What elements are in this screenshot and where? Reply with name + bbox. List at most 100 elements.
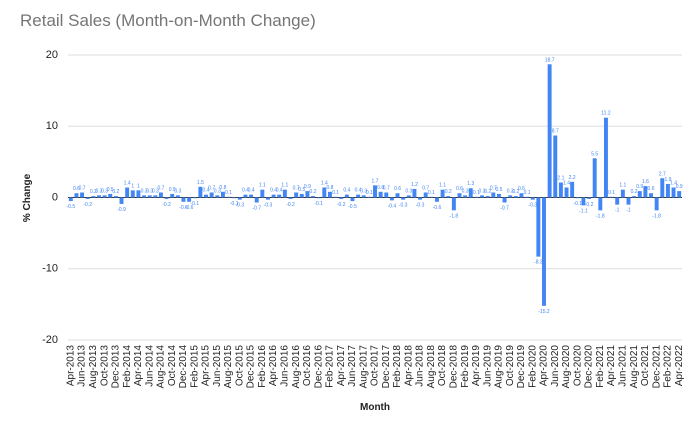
bar: [542, 197, 546, 306]
y-axis-label: % Change: [22, 173, 33, 222]
bar: [570, 181, 575, 198]
x-tick-label: Dec-2013: [111, 345, 122, 389]
x-tick-label: Jun-2021: [617, 345, 628, 387]
value-label: 8.7: [552, 129, 559, 135]
bar: [260, 189, 265, 198]
y-tick-label: -10: [42, 263, 58, 275]
bar: [170, 193, 175, 198]
x-tick-label: Jun-2017: [347, 345, 358, 387]
x-tick-label: Dec-2016: [313, 345, 324, 389]
bar: [575, 197, 580, 199]
bar: [434, 197, 439, 202]
x-tick-label: Aug-2021: [629, 345, 640, 389]
value-label: 0.1: [608, 190, 615, 196]
value-label: 0.4: [270, 188, 277, 194]
x-tick-label: Jun-2020: [550, 345, 561, 387]
bar: [677, 191, 682, 198]
bar: [237, 197, 242, 200]
bar: [502, 197, 507, 203]
bar: [282, 189, 287, 198]
bar: [85, 197, 90, 199]
bar: [220, 191, 225, 198]
value-label: 1.4: [321, 181, 328, 187]
bar: [491, 192, 496, 198]
bar: [226, 196, 231, 198]
bar: [192, 197, 197, 199]
bar: [80, 192, 85, 198]
value-label: -15.2: [538, 309, 550, 315]
bar: [395, 193, 400, 198]
value-label: 0.9: [304, 184, 311, 190]
value-label: 0.1: [524, 190, 531, 196]
value-label: -0.3: [235, 203, 244, 209]
bar: [598, 197, 603, 211]
value-label: 1.1: [439, 183, 446, 189]
bar: [620, 189, 625, 198]
bar: [519, 193, 524, 198]
value-label: -0.7: [252, 205, 261, 211]
bar: [626, 197, 631, 205]
value-label: 0.6: [394, 186, 401, 192]
value-label: 0.2: [631, 189, 638, 195]
x-tick-label: Jun-2013: [77, 345, 88, 387]
value-label: -0.2: [83, 202, 92, 208]
x-tick-label: Apr-2019: [471, 345, 482, 387]
value-label: -0.1: [314, 201, 323, 207]
value-label: 0.2: [112, 189, 119, 195]
value-label: 0.3: [405, 188, 412, 194]
bar: [485, 196, 490, 198]
x-tick-label: Feb-2018: [392, 345, 403, 388]
value-label: 2.2: [569, 175, 576, 181]
x-tick-label: Apr-2015: [201, 345, 212, 387]
value-label: -0.4: [388, 203, 397, 209]
bar: [632, 196, 637, 198]
bar: [113, 196, 118, 198]
bar: [102, 195, 107, 198]
bar: [198, 186, 203, 198]
value-label: 0.3: [507, 188, 514, 194]
bar: [153, 195, 158, 198]
bar: [142, 195, 147, 198]
value-label: 0.1: [473, 190, 480, 196]
bar: [187, 197, 192, 202]
value-label: 0.3: [360, 188, 367, 194]
value-label: 0.5: [495, 187, 502, 193]
value-label: -0.5: [348, 204, 357, 210]
value-label: 1.1: [281, 183, 288, 189]
value-label: 0.3: [174, 188, 181, 194]
value-label: 0.7: [293, 186, 300, 192]
value-label: 1.7: [372, 178, 379, 184]
value-label: 18.7: [545, 57, 555, 63]
value-label: 0.4: [355, 188, 362, 194]
value-label: 0.6: [648, 186, 655, 192]
value-label: 0.8: [377, 185, 384, 191]
x-tick-label: Apr-2013: [65, 345, 76, 387]
x-tick-label: Oct-2018: [437, 345, 448, 387]
value-label: -0.6: [185, 205, 194, 211]
value-label: 0.2: [310, 189, 317, 195]
x-tick-label: Aug-2016: [291, 345, 302, 389]
x-tick-label: Apr-2017: [336, 345, 347, 387]
value-label: 0.7: [157, 186, 164, 192]
value-label: 0.6: [518, 186, 525, 192]
bar: [457, 193, 462, 198]
bar: [164, 197, 169, 199]
value-label: 0.3: [146, 188, 153, 194]
bar: [243, 194, 248, 198]
bar: [463, 195, 468, 198]
value-label: -0.1: [190, 201, 199, 207]
x-tick-label: Dec-2018: [449, 345, 460, 389]
x-tick-label: Oct-2017: [370, 345, 381, 387]
value-label: 0.2: [512, 189, 519, 195]
bar: [232, 197, 237, 199]
value-label: 1.4: [563, 181, 570, 187]
value-label: -1.1: [579, 208, 588, 214]
bar: [637, 191, 642, 198]
x-tick-label: Feb-2017: [325, 345, 336, 388]
bar: [288, 197, 293, 199]
value-label: -1: [626, 208, 631, 214]
value-label: -0.6: [433, 205, 442, 211]
bar: [536, 197, 541, 257]
bar: [136, 190, 141, 198]
value-label: 0.3: [96, 188, 103, 194]
